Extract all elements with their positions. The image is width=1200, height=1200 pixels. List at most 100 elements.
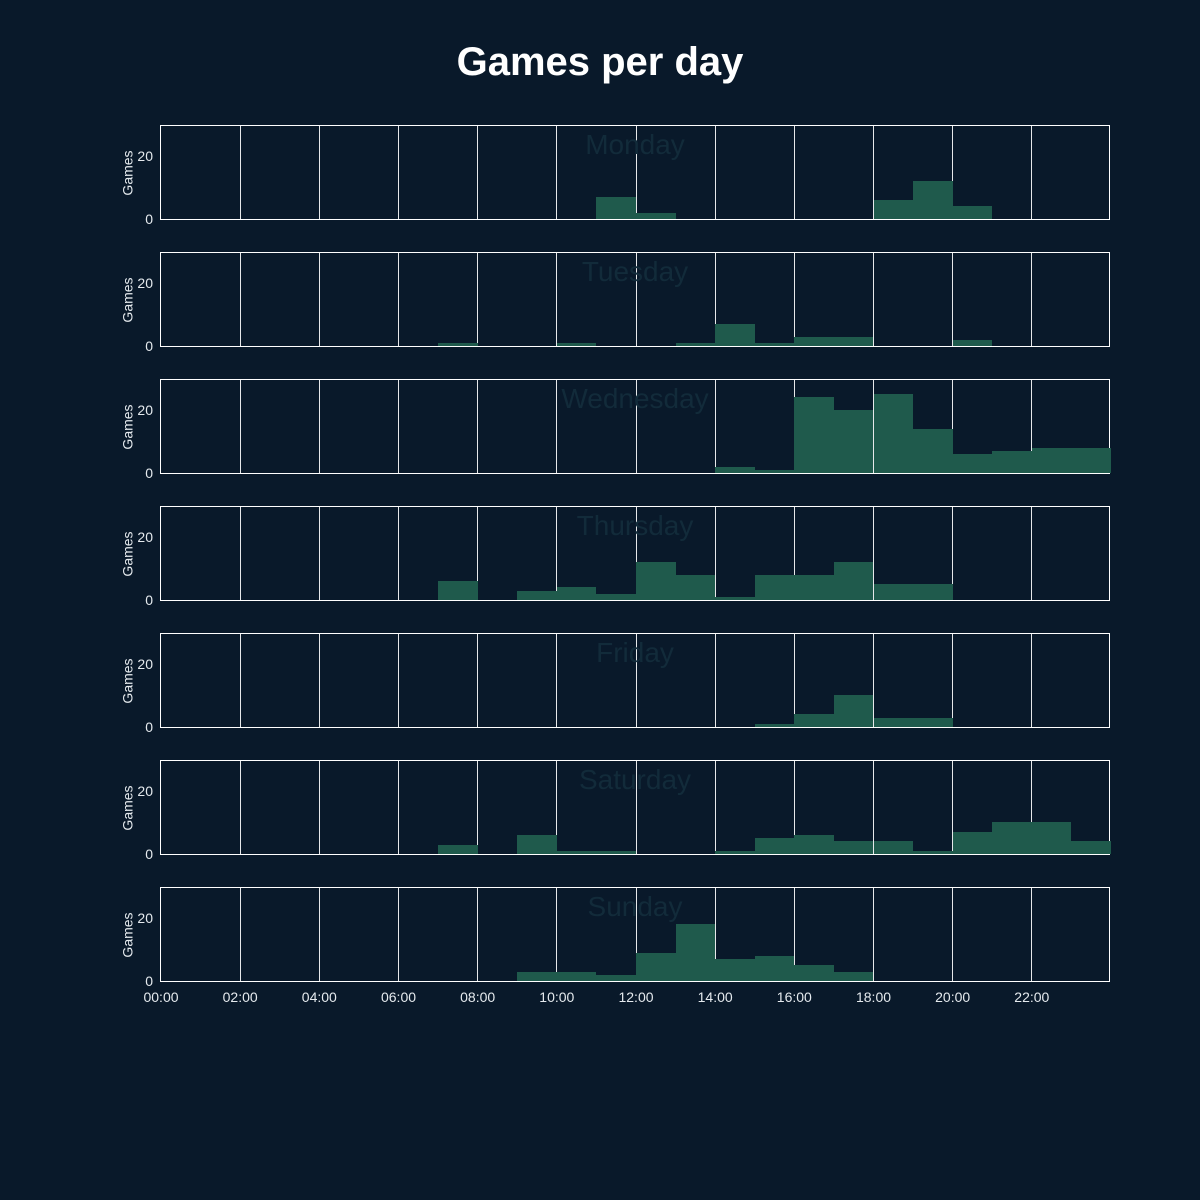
bar [596,975,636,981]
y-tick-label: 20 [137,402,153,418]
x-tick-label: 06:00 [381,989,416,1005]
gridline [715,126,716,219]
bar [755,724,795,727]
bar [676,575,716,600]
bar [1032,822,1072,854]
bar [874,841,914,854]
gridline [794,253,795,346]
bar [755,343,795,346]
plot-area: 020Thursday [160,506,1110,601]
bar [794,965,834,981]
bar [438,845,478,855]
gridline [398,253,399,346]
bar [794,337,834,347]
gridline [477,380,478,473]
gridline [398,634,399,727]
bar [913,718,953,728]
gridline [873,761,874,854]
gridline [556,380,557,473]
gridline [794,634,795,727]
gridline [319,634,320,727]
bar [834,841,874,854]
bar [834,337,874,347]
x-tick-label: 00:00 [143,989,178,1005]
bar [913,181,953,219]
x-tick-label: 12:00 [618,989,653,1005]
gridline [556,126,557,219]
gridline [556,507,557,600]
bar [834,410,874,473]
bar [953,832,993,854]
bar [715,324,755,346]
bar [834,695,874,727]
gridline [477,634,478,727]
y-tick-label: 0 [145,211,153,227]
gridline [240,888,241,981]
chart-panel: Games020Monday [160,125,1110,220]
bar [596,851,636,854]
gridline [319,253,320,346]
x-tick-label: 20:00 [935,989,970,1005]
plot-area: 020Monday [160,125,1110,220]
x-tick-label: 22:00 [1014,989,1049,1005]
x-tick-label: 10:00 [539,989,574,1005]
plot-area: 020Sunday00:0002:0004:0006:0008:0010:001… [160,887,1110,982]
bar [438,581,478,600]
chart-container: Games per day Games020MondayGames020Tues… [0,0,1200,982]
gridline [477,761,478,854]
y-tick-label: 20 [137,275,153,291]
y-tick-label: 20 [137,656,153,672]
bar [636,213,676,219]
y-axis-label: Games [120,150,136,195]
gridline [319,888,320,981]
y-tick-label: 20 [137,910,153,926]
x-tick-label: 18:00 [856,989,891,1005]
bar [834,972,874,982]
bar [953,454,993,473]
y-tick-label: 0 [145,338,153,354]
gridline [556,888,557,981]
gridline [873,253,874,346]
x-tick-label: 04:00 [302,989,337,1005]
gridline [1031,507,1032,600]
x-tick-label: 08:00 [460,989,495,1005]
bar [636,562,676,600]
bar [953,206,993,219]
y-axis-label: Games [120,531,136,576]
gridline [398,761,399,854]
y-tick-label: 0 [145,973,153,989]
x-tick-label: 16:00 [777,989,812,1005]
gridline [240,380,241,473]
chart-panel: Games020Thursday [160,506,1110,601]
bar [557,851,597,854]
gridline [477,888,478,981]
bar [755,956,795,981]
gridline [477,126,478,219]
gridline [240,761,241,854]
gridline [477,253,478,346]
bar [992,822,1032,854]
gridline [1031,126,1032,219]
bar [715,597,755,600]
gridline [952,253,953,346]
plot-area: 020Tuesday [160,252,1110,347]
y-axis-label: Games [120,404,136,449]
gridline [715,634,716,727]
chart-panel: Games020Sunday00:0002:0004:0006:0008:001… [160,887,1110,982]
bar [874,394,914,473]
bar [636,953,676,982]
bar [874,718,914,728]
chart-panel: Games020Tuesday [160,252,1110,347]
gridline [240,126,241,219]
gridline [319,380,320,473]
gridline [1031,253,1032,346]
bar [557,972,597,982]
bar [715,467,755,473]
x-tick-label: 02:00 [223,989,258,1005]
gridline [556,634,557,727]
bar [557,587,597,600]
bar [755,575,795,600]
bar [1071,841,1111,854]
bar [1071,448,1111,473]
page-title: Games per day [457,40,744,85]
